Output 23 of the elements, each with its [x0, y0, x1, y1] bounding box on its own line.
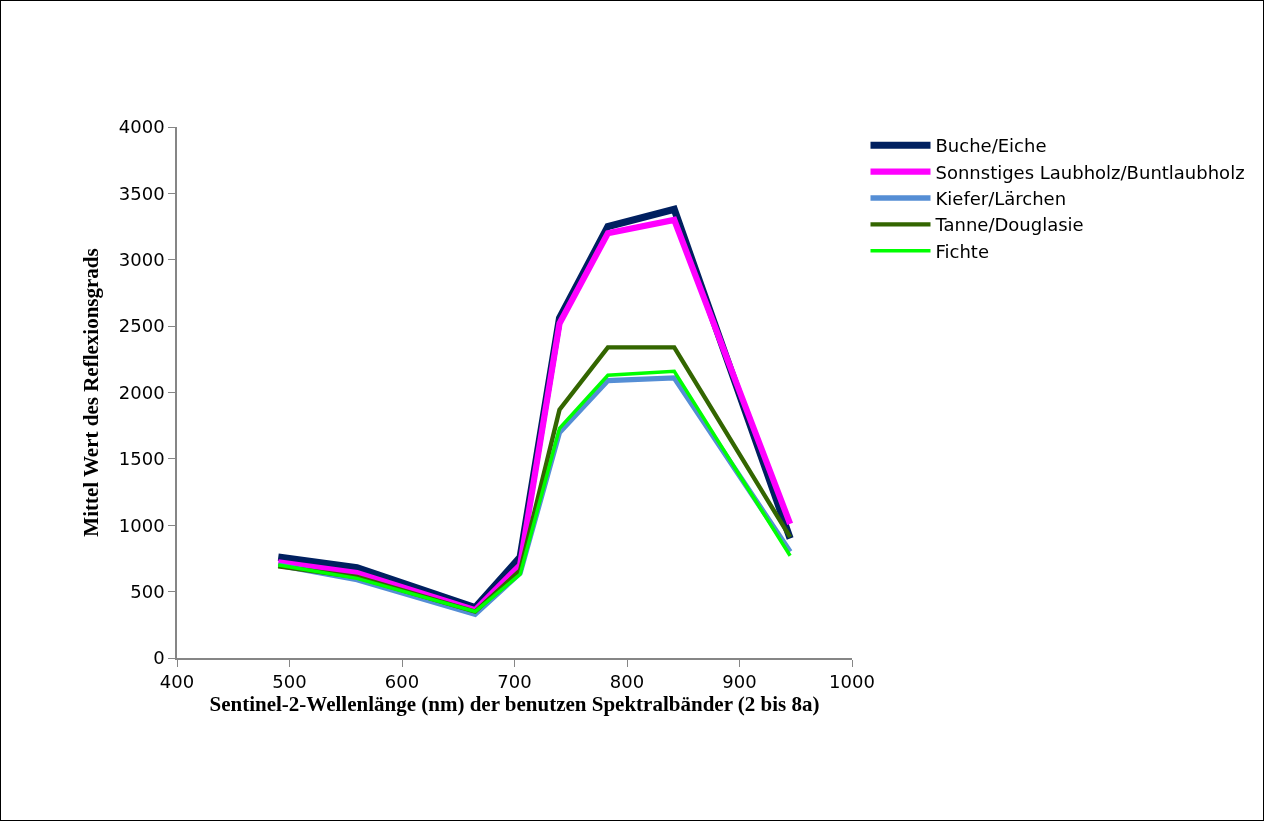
- x-tick-label: 700: [497, 671, 532, 693]
- x-tick-label: 500: [272, 671, 307, 693]
- x-tick-label: 400: [159, 671, 195, 693]
- x-tick-label: 900: [722, 671, 757, 693]
- y-tick-label: 2500: [118, 315, 165, 337]
- x-axis-title: Sentinel-2-Wellenlänge (nm) der benutzen Spektralbänder (2 bis 8a): [209, 692, 820, 717]
- y-tick-label: 1000: [118, 514, 165, 536]
- y-tick-label: 1500: [118, 448, 165, 470]
- legend-label: Buche/Eiche: [935, 135, 1047, 157]
- y-tick-label: 4000: [118, 116, 165, 138]
- y-tick-label: 500: [130, 580, 165, 602]
- y-tick-label: 3000: [118, 249, 165, 271]
- x-tick-label: 600: [384, 671, 420, 693]
- y-tick-label: 2000: [118, 381, 165, 403]
- x-tick-label: 1000: [829, 671, 875, 693]
- y-tick-label: 3500: [118, 182, 165, 204]
- legend-label: Sonnstiges Laubholz/Buntlaubholz: [935, 161, 1245, 183]
- legend-label: Kiefer/Lärchen: [935, 188, 1067, 210]
- x-tick-label: 800: [609, 671, 645, 693]
- legend-label: Fichte: [935, 240, 989, 262]
- legend-label: Tanne/Douglasie: [934, 214, 1084, 236]
- y-axis-title: Mittel Wert des Reflexionsgrads: [79, 248, 104, 537]
- y-tick-label: 0: [153, 647, 165, 669]
